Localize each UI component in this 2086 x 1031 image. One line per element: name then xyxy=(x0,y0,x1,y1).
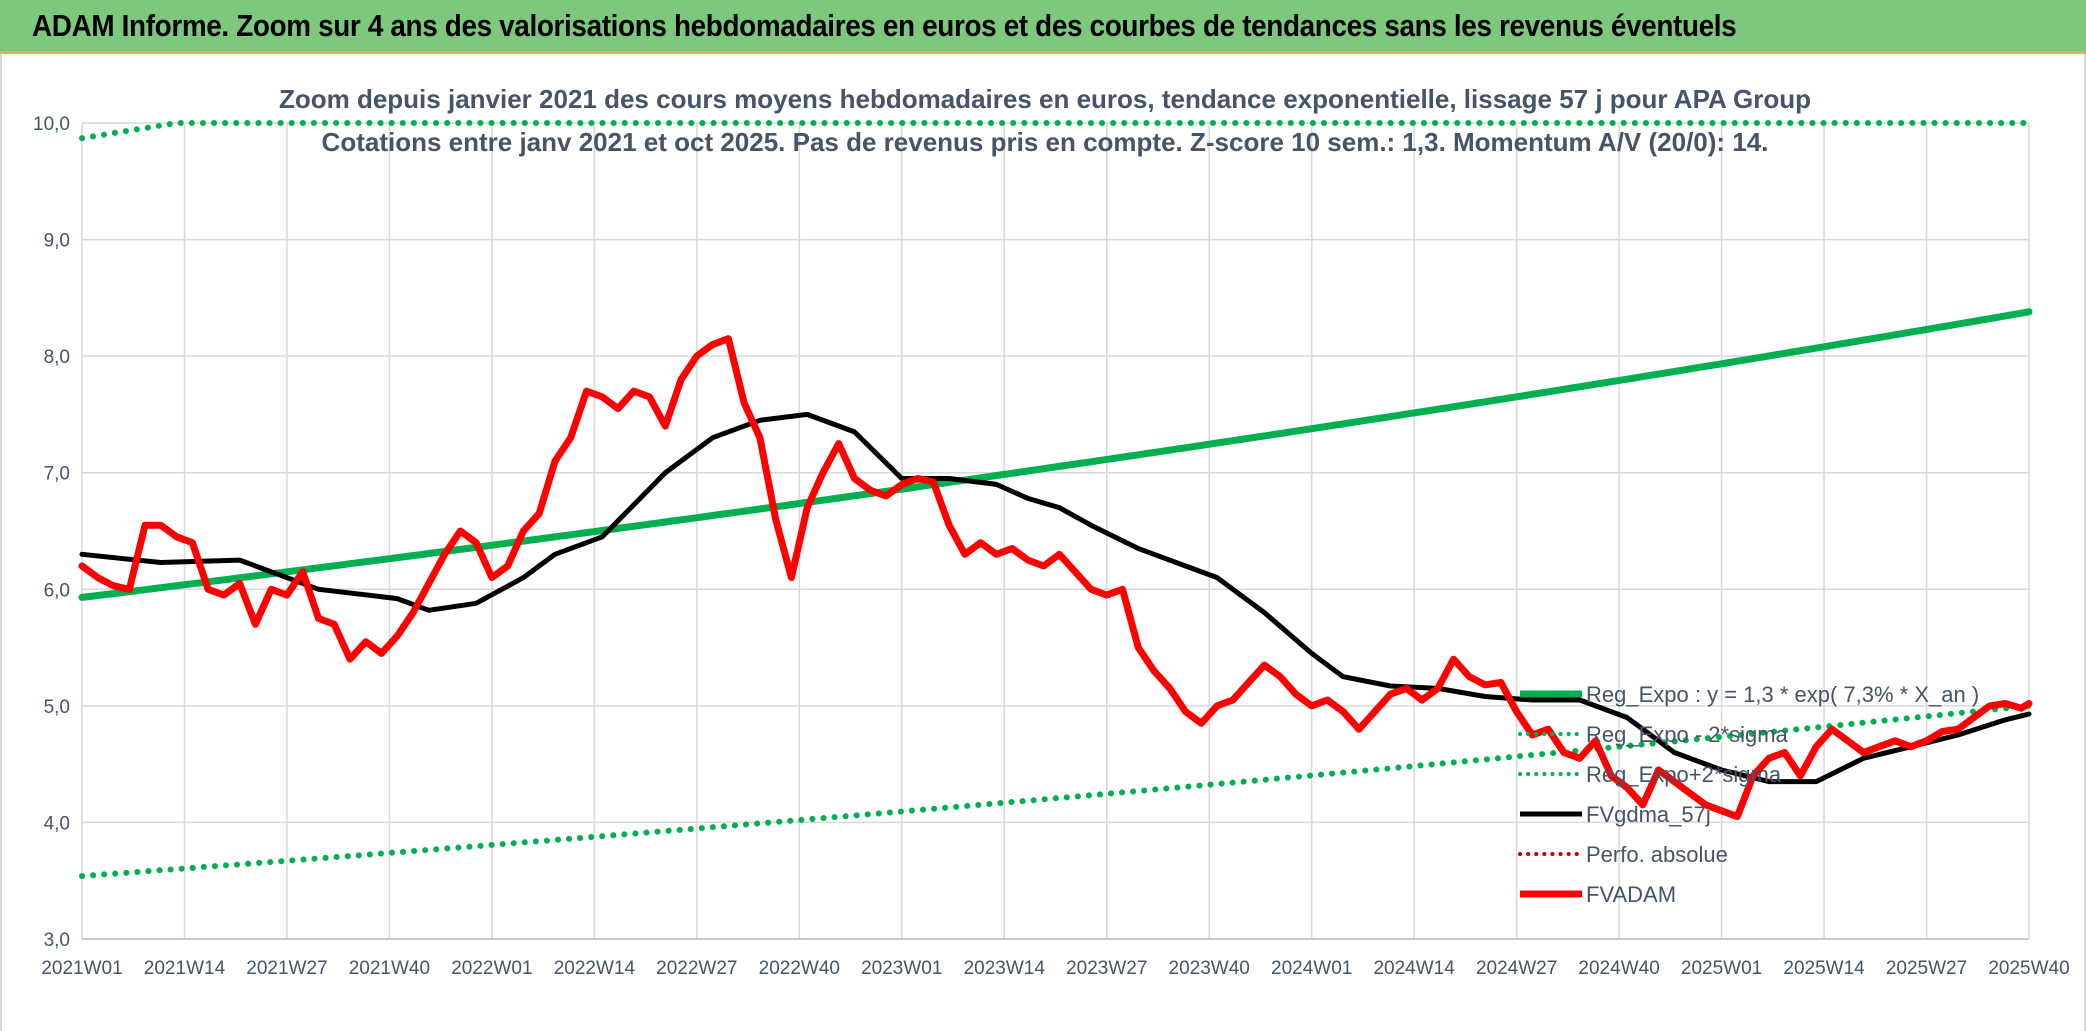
y-tick-label: 4,0 xyxy=(44,813,70,834)
chart-frame: 3,0 4,0 5,0 6,0 7,0 8,0 9,0 10,0 2021W01 2021W14 2… xyxy=(0,54,2086,1031)
x-tick-label: 2022W40 xyxy=(759,958,840,979)
legend-label: Perfo. absolue xyxy=(1586,842,1728,867)
series-line-1 xyxy=(79,702,2032,880)
y-tick-label: 9,0 xyxy=(44,231,70,252)
x-tick-label: 2024W01 xyxy=(1271,958,1352,979)
axis-layer: 3,0 4,0 5,0 6,0 7,0 8,0 9,0 10,0 2021W01 2021W14 2… xyxy=(33,114,2070,979)
y-tick-label: 10,0 xyxy=(33,114,70,135)
chart-subtitle: Cotations entre janv 2021 et oct 2025. P… xyxy=(322,127,1769,157)
y-tick-label: 5,0 xyxy=(44,697,70,718)
legend-label: FVgdma_57j xyxy=(1586,802,1711,827)
x-tick-label: 2023W01 xyxy=(861,958,942,979)
x-tick-label: 2024W14 xyxy=(1373,958,1455,979)
y-tick-label: 6,0 xyxy=(44,580,70,601)
x-tick-label: 2025W01 xyxy=(1681,958,1762,979)
legend-label: Reg_Expo+2*sigma xyxy=(1586,762,1782,787)
series-line-5 xyxy=(78,335,2033,821)
legend-label: Reg_Expo : y = 1,3 * exp( 7,3% * X_an ) xyxy=(1586,682,1979,707)
series-layer xyxy=(78,120,2033,880)
legend-label: Reg_Expo - 2*sigma xyxy=(1586,722,1789,747)
x-tick-label: 2022W27 xyxy=(656,958,737,979)
x-tick-label: 2025W27 xyxy=(1886,958,1967,979)
x-tick-label: 2023W40 xyxy=(1169,958,1250,979)
x-tick-label: 2025W14 xyxy=(1783,958,1865,979)
legend: Reg_Expo : y = 1,3 * exp( 7,3% * X_an ) R… xyxy=(1518,682,1979,907)
x-tick-label: 2021W40 xyxy=(349,958,430,979)
series-line-3 xyxy=(79,411,2032,785)
chart: 3,0 4,0 5,0 6,0 7,0 8,0 9,0 10,0 2021W01 2021W14 2… xyxy=(33,84,2070,979)
y-tick-label: 3,0 xyxy=(44,930,70,951)
x-tick-label: 2022W14 xyxy=(554,958,636,979)
x-tick-label: 2022W01 xyxy=(451,958,532,979)
x-tick-label: 2024W27 xyxy=(1476,958,1557,979)
x-tick-label: 2025W40 xyxy=(1988,958,2069,979)
chart-title: Zoom depuis janvier 2021 des cours moyen… xyxy=(279,84,1811,114)
header-bar: ADAM Informe. Zoom sur 4 ans des valoris… xyxy=(0,0,2086,54)
y-tick-label: 7,0 xyxy=(44,464,70,485)
page-title: ADAM Informe. Zoom sur 4 ans des valoris… xyxy=(32,8,1737,43)
x-tick-label: 2021W14 xyxy=(144,958,226,979)
x-tick-label: 2021W27 xyxy=(246,958,327,979)
x-tick-label: 2021W01 xyxy=(41,958,122,979)
series-line-0 xyxy=(78,308,2033,601)
y-tick-label: 8,0 xyxy=(44,347,70,368)
series-line-2 xyxy=(79,120,2032,142)
x-tick-label: 2023W27 xyxy=(1066,958,1147,979)
x-tick-label: 2023W14 xyxy=(964,958,1046,979)
legend-label: FVADAM xyxy=(1586,882,1676,907)
x-tick-label: 2024W40 xyxy=(1578,958,1659,979)
